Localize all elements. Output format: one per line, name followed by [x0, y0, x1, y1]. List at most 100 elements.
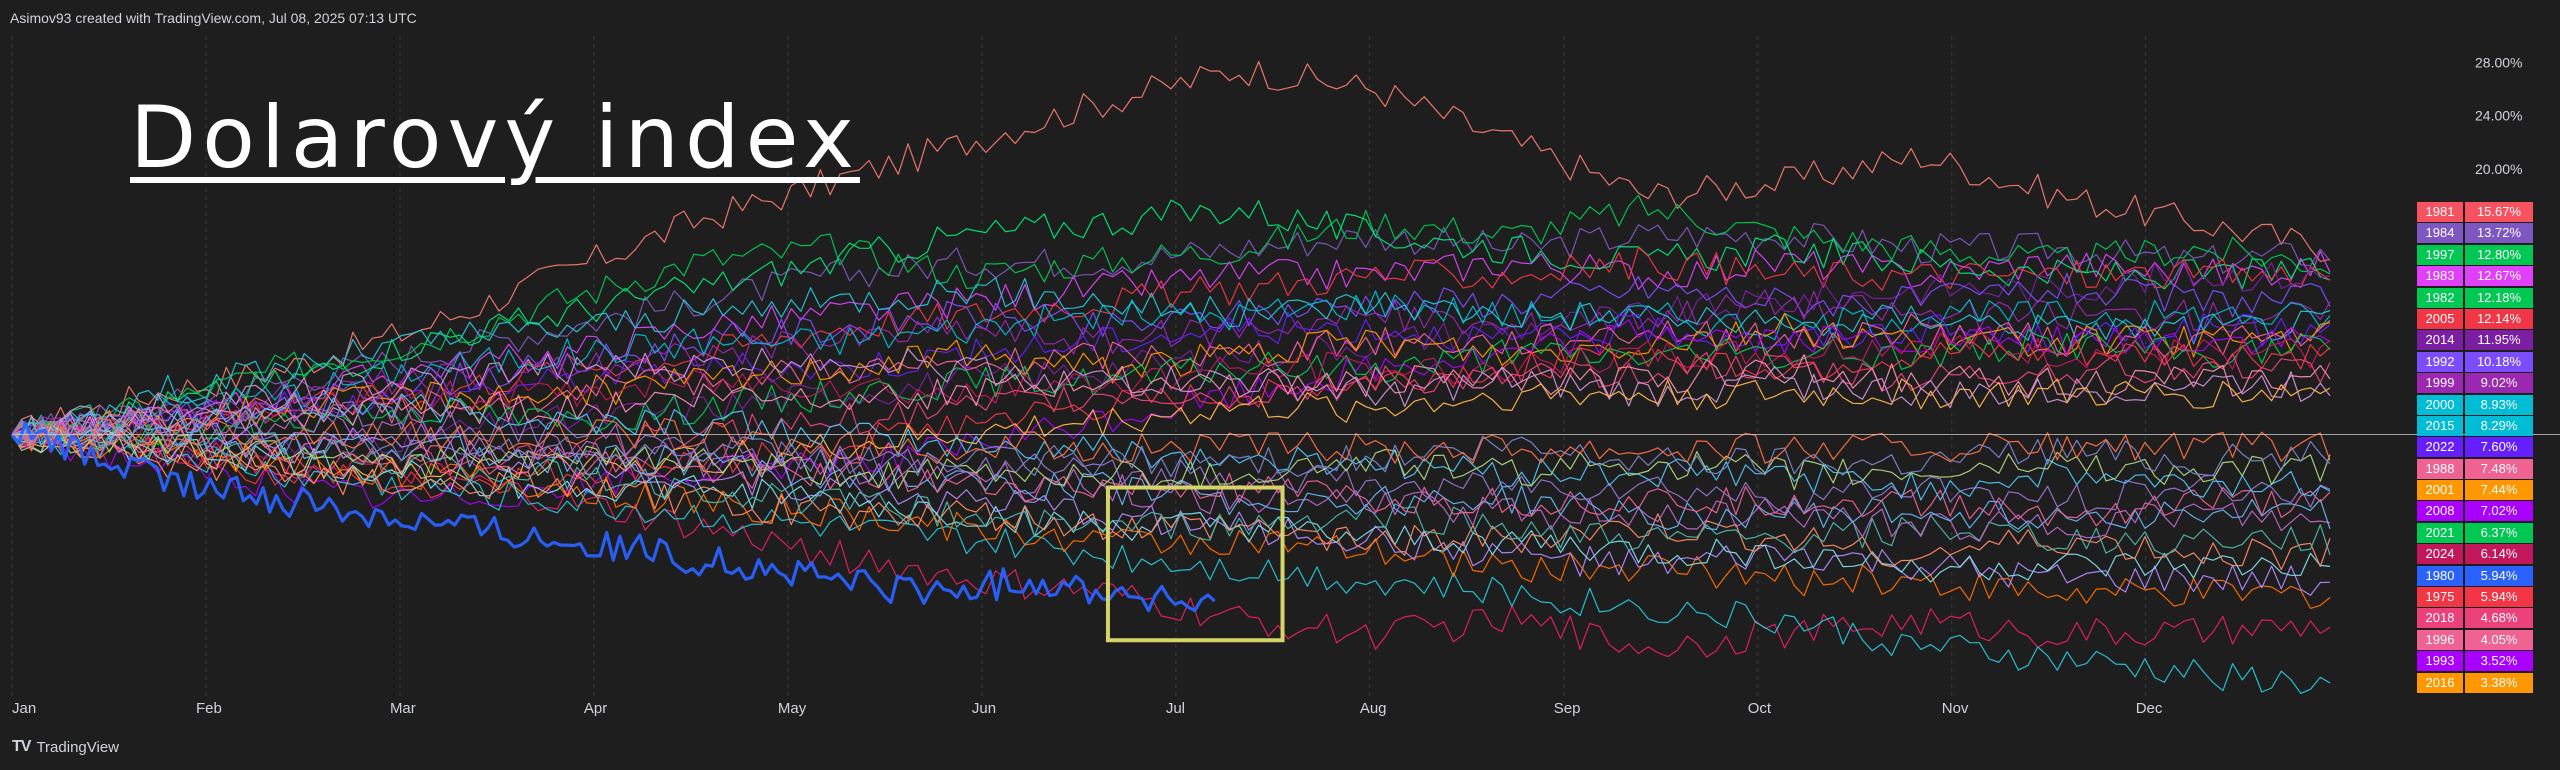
legend-year: 2015 [2417, 415, 2463, 436]
legend-year: 1993 [2417, 651, 2463, 672]
legend-value: 4.68% [2465, 608, 2533, 629]
legend-year: 1982 [2417, 287, 2463, 308]
x-tick-label-nov: Nov [1942, 700, 1969, 717]
x-tick-label-apr: Apr [584, 700, 607, 717]
legend-value: 9.02% [2465, 373, 2533, 394]
x-tick-label-sep: Sep [1554, 700, 1581, 717]
series-line-1986 [11, 429, 2331, 583]
legend-item-2005: 2005 12.14% [2417, 308, 2535, 329]
legend-item-2001: 2001 7.44% [2417, 480, 2535, 501]
series-line-2024 [11, 330, 2331, 449]
legend-value: 12.14% [2465, 308, 2533, 329]
legend-year: 1992 [2417, 351, 2463, 372]
series-line-2011 [11, 423, 2331, 491]
series-line-2003 [11, 422, 2331, 695]
series-line-1981 [11, 60, 2331, 441]
legend-item-2016: 2016 3.38% [2417, 672, 2535, 693]
legend-item-1997: 1997 12.80% [2417, 244, 2535, 265]
legend-year: 1999 [2417, 373, 2463, 394]
series-line-1984 [11, 223, 2331, 447]
legend-item-1999: 1999 9.02% [2417, 373, 2535, 394]
x-tick-label-dec: Dec [2136, 700, 2163, 717]
legend-year: 2000 [2417, 394, 2463, 415]
legend-year: 2005 [2417, 308, 2463, 329]
x-tick-label-jul: Jul [1166, 700, 1185, 717]
legend-item-1981: 1981 15.67% [2417, 202, 2535, 222]
x-tick-label-aug: Aug [1360, 700, 1387, 717]
legend-item-2015: 2015 8.29% [2417, 415, 2535, 436]
series-line-1985 [11, 406, 2331, 596]
legend-year: 1996 [2417, 629, 2463, 650]
legend-item-2008: 2008 7.02% [2417, 501, 2535, 522]
series-line-2012 [11, 424, 2331, 658]
legend-year: 1975 [2417, 587, 2463, 608]
legend-value: 7.48% [2465, 458, 2533, 479]
series-line-2022 [11, 311, 2331, 440]
series-legend: 1981 15.67% 1984 13.72% 1997 12.80% 1983 12.67%… [2417, 202, 2535, 694]
x-tick-label-may: May [778, 700, 807, 717]
x-tick-label-oct: Oct [1748, 700, 1772, 717]
chart-title: Dolarový index [130, 88, 860, 188]
legend-value: 12.67% [2465, 266, 2533, 287]
legend-value: 5.94% [2465, 587, 2533, 608]
legend-value: 6.14% [2465, 544, 2533, 565]
legend-value: 3.38% [2465, 672, 2533, 693]
series-line-2019 [11, 418, 2331, 478]
x-tick-label-mar: Mar [390, 700, 416, 717]
legend-year: 2018 [2417, 608, 2463, 629]
series-line-1993 [11, 347, 2331, 443]
legend-item-1984: 1984 13.72% [2417, 223, 2535, 244]
series-line-2000 [11, 290, 2331, 445]
legend-value: 15.67% [2465, 202, 2533, 222]
series-layer [10, 60, 2331, 695]
series-line-2002 [11, 418, 2331, 556]
legend-value: 3.52% [2465, 651, 2533, 672]
y-tick-label: 28.00% [2475, 55, 2522, 71]
legend-item-2014: 2014 11.95% [2417, 330, 2535, 351]
series-line-1975 [11, 339, 2331, 499]
series-line-1983 [11, 249, 2331, 447]
x-axis-layer: Jan Feb Mar Apr May Jun Jul Aug Sep Oct Nov Dec [12, 700, 2163, 717]
legend-year: 1988 [2417, 458, 2463, 479]
y-tick-label: 20.00% [2475, 161, 2522, 177]
series-line-2018 [11, 351, 2331, 477]
legend-year: 1981 [2417, 202, 2463, 222]
chart-area[interactable]: 28.00% 24.00% 20.00% Jan Feb Mar Apr May Jun Jul… [0, 30, 2560, 730]
legend-value: 7.44% [2465, 480, 2533, 501]
legend-item-1983: 1983 12.67% [2417, 266, 2535, 287]
legend-value: 12.18% [2465, 287, 2533, 308]
tradingview-logo-icon: TV [12, 738, 31, 755]
legend-item-1980: 1980 5.94% [2417, 565, 2535, 586]
legend-item-2022: 2022 7.60% [2417, 437, 2535, 458]
legend-item-1975: 1975 5.94% [2417, 587, 2535, 608]
legend-item-2000: 2000 8.93% [2417, 394, 2535, 415]
legend-item-1982: 1982 12.18% [2417, 287, 2535, 308]
series-line-1996 [11, 354, 2331, 447]
legend-year: 2024 [2417, 544, 2463, 565]
series-line-2017 [11, 422, 2331, 610]
legend-item-1993: 1993 3.52% [2417, 651, 2535, 672]
legend-value: 10.18% [2465, 351, 2533, 372]
legend-value: 12.80% [2465, 244, 2533, 265]
legend-item-2018: 2018 4.68% [2417, 608, 2535, 629]
legend-year: 2016 [2417, 672, 2463, 693]
footer-branding: TV TradingView [12, 738, 119, 756]
x-tick-label-jun: Jun [972, 700, 996, 717]
legend-value: 7.02% [2465, 501, 2533, 522]
legend-year: 1997 [2417, 244, 2463, 265]
legend-year: 2001 [2417, 480, 2463, 501]
x-tick-label-jan: Jan [12, 700, 36, 717]
legend-year: 2014 [2417, 330, 2463, 351]
highlight-layer [1105, 485, 1285, 643]
series-line-1992 [11, 272, 2331, 446]
legend-value: 7.60% [2465, 437, 2533, 458]
legend-value: 5.94% [2465, 565, 2533, 586]
legend-year: 1980 [2417, 565, 2463, 586]
series-line-2015 [11, 277, 2331, 436]
series-line-2001 [11, 312, 2331, 442]
series-line-1980 [10, 421, 1216, 613]
legend-year: 2008 [2417, 501, 2463, 522]
legend-item-2024: 2024 6.14% [2417, 544, 2535, 565]
legend-value: 4.05% [2465, 629, 2533, 650]
series-line-2023 [11, 418, 2331, 465]
